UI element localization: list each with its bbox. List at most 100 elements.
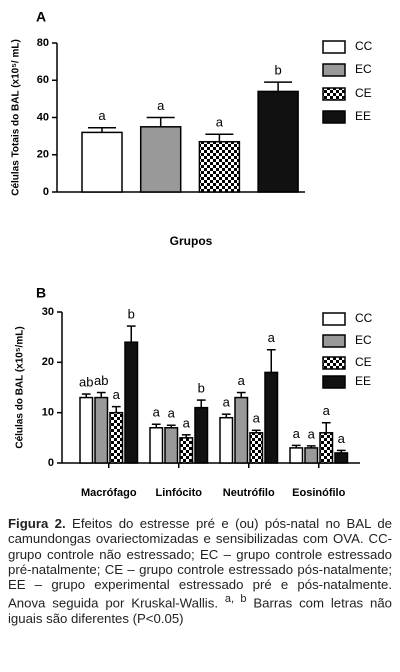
error-bar <box>236 391 246 398</box>
y-tick-label: 10 <box>42 407 54 419</box>
error-bar <box>151 423 161 428</box>
x-tick-label: Neutrófilo <box>223 487 275 499</box>
legend-swatch <box>322 110 346 124</box>
legend-swatch <box>322 312 346 326</box>
error-bar <box>266 349 276 373</box>
legend-label: EE <box>355 374 371 388</box>
bar <box>334 452 349 464</box>
significance-letter: a <box>113 387 121 402</box>
error-bar <box>306 445 316 448</box>
bar <box>149 427 164 464</box>
error-bar <box>96 391 106 398</box>
significance-letter: b <box>198 381 205 396</box>
legend-swatch <box>322 375 346 389</box>
caption-text: Efeitos do estresse pré e (ou) pós-natal… <box>8 516 393 611</box>
panel-label: A <box>36 9 46 25</box>
error-bar <box>321 421 331 433</box>
significance-letter: a <box>323 403 331 418</box>
y-tick-label: 0 <box>48 457 54 469</box>
y-axis-label: Células Totais do BAL (x10⁵/ mL) <box>11 39 22 196</box>
error-bar <box>81 393 91 398</box>
bar <box>198 140 241 193</box>
significance-letter: a <box>268 330 276 345</box>
figure: A Células Totais do BAL (x10⁵/ mL) Grupos 0… <box>11 9 373 499</box>
caption-text-after: Barras com letras não iguais são diferen… <box>8 595 393 627</box>
bar <box>264 371 279 464</box>
legend-label: EE <box>355 109 371 123</box>
significance-letter: a <box>238 373 246 388</box>
y-tick-label: 30 <box>42 306 54 318</box>
x-tick-label: Eosinófilo <box>292 487 345 499</box>
legend-swatch <box>322 356 346 370</box>
legend-label: CE <box>355 86 372 100</box>
legend-label: CC <box>355 39 373 53</box>
error-bar <box>146 116 175 127</box>
error-bar <box>291 444 301 448</box>
bar <box>219 416 234 464</box>
y-tick-label: 80 <box>37 37 49 49</box>
error-bar <box>205 133 234 142</box>
x-tick-label: Macrófago <box>81 487 137 499</box>
y-tick-label: 20 <box>42 356 54 368</box>
y-axis-label: Células do BAL (x10⁵/mL) <box>15 326 26 448</box>
legend-label: EC <box>355 333 372 347</box>
bar <box>164 427 179 464</box>
error-bar <box>251 429 261 433</box>
bar <box>304 447 319 464</box>
legend-label: CE <box>355 355 372 369</box>
legend-swatch <box>322 334 346 348</box>
x-tick-label: Linfócito <box>156 487 203 499</box>
bar <box>139 126 182 193</box>
significance-letter: a <box>157 98 165 113</box>
y-tick-label: 20 <box>37 149 49 161</box>
legend-label: EC <box>355 62 372 76</box>
error-bar <box>196 399 206 408</box>
legend-swatch <box>322 63 346 77</box>
y-tick-label: 0 <box>43 186 49 198</box>
significance-letter: a <box>338 431 346 446</box>
caption-superscript: a, b <box>224 593 247 606</box>
significance-letter: a <box>253 411 261 426</box>
error-bar <box>88 126 116 133</box>
legend-swatch <box>322 40 346 54</box>
error-bar <box>126 325 136 343</box>
legend-swatch <box>322 87 346 101</box>
bar <box>124 341 139 464</box>
bar <box>194 406 209 464</box>
significance-letter: a <box>293 426 301 441</box>
panel-label: B <box>36 285 46 301</box>
bar <box>179 437 194 464</box>
bar <box>289 447 304 464</box>
significance-letter: a <box>168 406 176 421</box>
bar <box>257 90 299 193</box>
caption: Figura 2. Efeitos do estresse pré e (ou)… <box>8 516 392 626</box>
bar <box>234 396 249 464</box>
y-tick-label: 60 <box>37 74 49 86</box>
error-bar <box>221 413 231 418</box>
error-bar <box>264 81 293 92</box>
error-bar <box>166 424 176 428</box>
significance-letter: a <box>223 395 231 410</box>
significance-letter: a <box>308 426 316 441</box>
bar <box>319 432 334 464</box>
x-axis-label: Grupos <box>170 234 213 248</box>
significance-letter: ab <box>94 373 108 388</box>
bar <box>94 396 109 464</box>
significance-letter: ab <box>79 374 93 389</box>
error-bar <box>111 405 121 413</box>
bar <box>79 396 94 464</box>
bar <box>81 131 123 193</box>
significance-letter: a <box>153 405 161 420</box>
legend-label: CC <box>355 311 373 325</box>
bar <box>109 411 124 464</box>
significance-letter: b <box>128 307 135 322</box>
caption-label: Figura 2. <box>8 516 66 531</box>
error-bar <box>336 449 346 453</box>
significance-letter: a <box>183 415 191 430</box>
error-bar <box>181 434 191 438</box>
bar <box>249 432 264 464</box>
y-tick-label: 40 <box>37 111 49 123</box>
significance-letter: a <box>216 115 224 130</box>
significance-letter: b <box>274 63 281 78</box>
